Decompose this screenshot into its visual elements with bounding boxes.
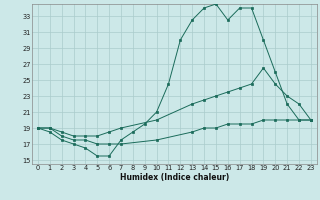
X-axis label: Humidex (Indice chaleur): Humidex (Indice chaleur) — [120, 173, 229, 182]
